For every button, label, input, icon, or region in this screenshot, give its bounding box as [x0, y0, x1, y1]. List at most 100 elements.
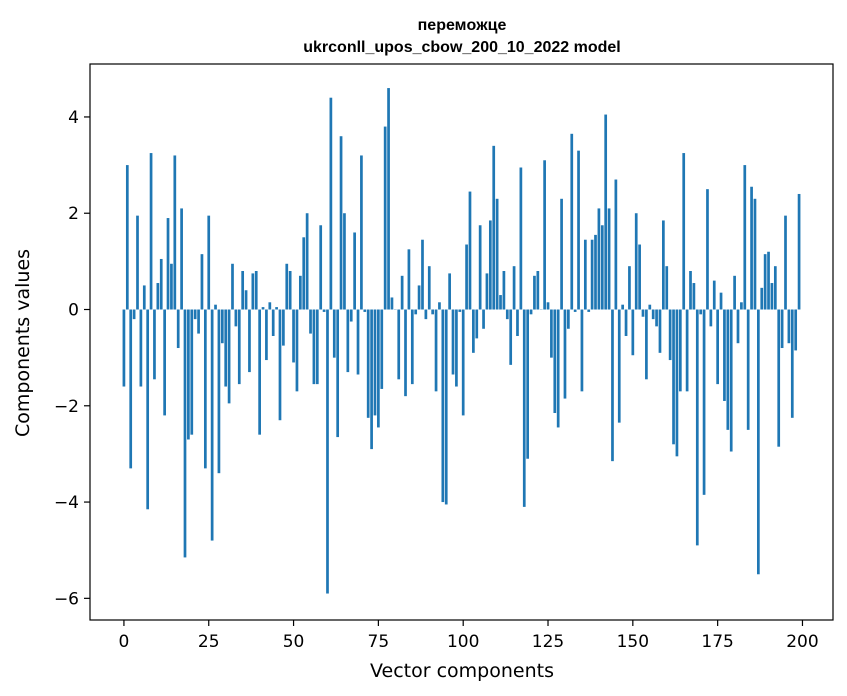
bar-141	[600, 225, 604, 310]
bar-167	[689, 271, 692, 310]
bar-90	[427, 266, 431, 310]
bar-2	[129, 309, 133, 469]
x-tick-label: 125	[532, 632, 564, 652]
bar-146	[617, 309, 621, 423]
bar-178	[726, 309, 730, 430]
y-axis-ticks: −6 −4 −2 0 2 4	[54, 108, 90, 609]
bar-75	[377, 309, 380, 428]
bar-55	[309, 309, 312, 334]
bar-72	[366, 309, 370, 418]
bar-142	[604, 114, 608, 310]
bar-110	[495, 198, 499, 310]
bar-9	[153, 309, 156, 380]
bar-62	[332, 309, 336, 358]
bar-136	[583, 239, 587, 310]
bar-87	[417, 285, 421, 310]
bar-161	[668, 309, 672, 361]
bar-164	[678, 309, 682, 392]
bar-84	[407, 249, 411, 310]
bar-134	[577, 150, 580, 310]
bar-105	[478, 225, 482, 310]
bar-126	[550, 309, 553, 358]
bar-186	[753, 198, 757, 310]
bar-199	[797, 193, 801, 310]
bar-71	[363, 309, 367, 312]
bar-59	[322, 309, 326, 312]
bar-148	[624, 309, 628, 336]
bar-61	[329, 97, 333, 310]
bar-22	[197, 309, 200, 334]
bar-112	[502, 271, 506, 310]
bar-40	[258, 309, 261, 435]
bar-121	[533, 275, 536, 310]
bar-43	[268, 302, 272, 310]
bar-168	[692, 283, 696, 310]
bar-180	[733, 275, 736, 310]
bar-145	[614, 179, 618, 310]
bar-12	[163, 309, 166, 416]
bar-39	[254, 271, 258, 310]
bar-89	[424, 309, 428, 320]
bar-153	[641, 309, 645, 317]
bar-96	[448, 273, 451, 310]
bar-187	[757, 309, 760, 575]
bar-166	[685, 309, 689, 392]
bar-179	[729, 309, 733, 452]
bar-82	[400, 275, 404, 310]
bar-17	[180, 208, 183, 310]
bar-49	[288, 271, 292, 310]
bar-58	[319, 225, 323, 310]
bar-151	[634, 213, 638, 310]
bar-74	[373, 309, 377, 416]
bar-77	[383, 126, 387, 310]
bar-41	[261, 307, 265, 310]
bar-91	[431, 309, 435, 315]
bar-175	[716, 309, 719, 385]
bar-44	[271, 309, 275, 336]
bar-5	[139, 309, 143, 387]
bar-170	[699, 309, 703, 315]
bar-182	[740, 302, 743, 310]
bar-176	[719, 292, 723, 310]
bar-42	[265, 309, 268, 361]
bar-117	[519, 167, 523, 310]
bar-165	[682, 153, 686, 310]
bar-113	[505, 309, 509, 320]
bar-1	[125, 165, 129, 310]
x-tick-label: 200	[786, 632, 818, 652]
bar-169	[695, 309, 699, 546]
bar-81	[397, 309, 401, 380]
bar-150	[631, 309, 635, 356]
bar-156	[651, 309, 655, 320]
bar-51	[295, 309, 299, 392]
bar-131	[567, 309, 570, 329]
bar-34	[237, 309, 241, 385]
bar-70	[360, 155, 363, 310]
bar-73	[370, 309, 373, 450]
x-axis-label: Vector components	[370, 660, 554, 682]
bar-23	[200, 254, 204, 310]
bar-119	[526, 309, 530, 459]
bar-128	[556, 309, 560, 428]
bar-147	[621, 304, 625, 310]
bar-36	[244, 290, 248, 310]
y-axis-label: Components values	[12, 249, 34, 437]
bar-171	[702, 309, 706, 495]
bar-108	[488, 220, 492, 310]
bar-152	[638, 244, 641, 310]
y-tick-label: −6	[54, 589, 79, 609]
x-axis-ticks: 0 25 50 75 100 125 150 175 200	[119, 620, 819, 652]
y-tick-label: −4	[54, 493, 79, 513]
bar-183	[743, 165, 747, 310]
bar-109	[492, 145, 496, 310]
bar-106	[482, 309, 485, 329]
bar-48	[285, 263, 289, 310]
bar-102	[468, 191, 472, 310]
bar-139	[594, 234, 597, 310]
bar-120	[529, 309, 533, 315]
bar-47	[282, 309, 285, 346]
x-tick-label: 75	[368, 632, 390, 652]
bar-198	[794, 309, 798, 351]
bar-65	[343, 213, 346, 310]
bar-13	[166, 218, 170, 310]
